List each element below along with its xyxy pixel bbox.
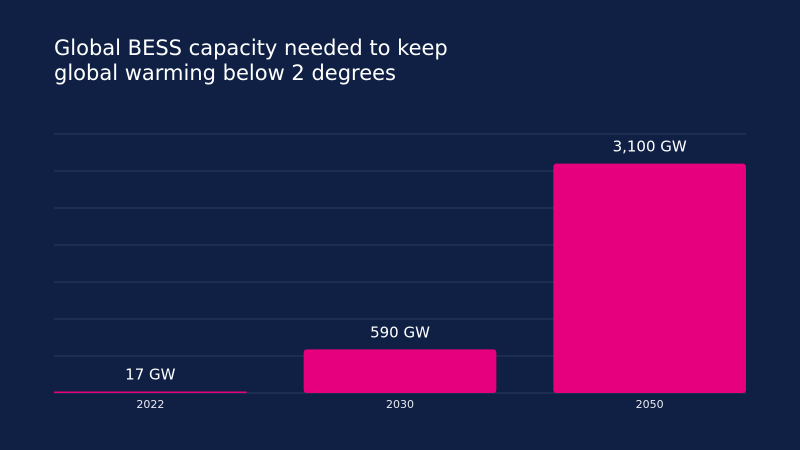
chart-title: Global BESS capacity needed to keep glob… xyxy=(54,36,614,86)
bars xyxy=(54,163,746,393)
chart-title-line-1: Global BESS capacity needed to keep xyxy=(54,36,448,60)
bar-2030 xyxy=(303,349,497,393)
chart-title-line-2: global warming below 2 degrees xyxy=(54,61,396,85)
bar-2050 xyxy=(553,163,746,393)
bar-2022 xyxy=(54,391,247,393)
data-label-2030: 590 GW xyxy=(370,323,430,341)
data-label-2022: 17 GW xyxy=(125,366,175,384)
data-label-2050: 3,100 GW xyxy=(613,138,687,156)
x-tick-label-2022: 2022 xyxy=(136,398,164,411)
x-tick-label-2050: 2050 xyxy=(636,398,664,411)
x-axis-tick-labels: 2022 2030 2050 xyxy=(136,398,663,411)
data-labels: 17 GW 590 GW 3,100 GW xyxy=(125,138,687,384)
x-tick-label-2030: 2030 xyxy=(386,398,414,411)
